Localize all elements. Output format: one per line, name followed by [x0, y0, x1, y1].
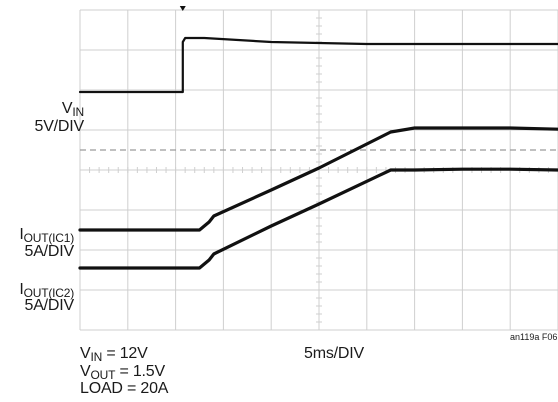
- iout1-scale-label: 5A/DIV: [24, 243, 75, 260]
- iout1-channel-label: IOUT(IC1): [19, 226, 75, 245]
- figure-id-label: an119a F06: [510, 332, 558, 342]
- iout2-subscript: OUT(IC2): [23, 286, 75, 300]
- condition-vout-value: = 1.5V: [115, 363, 165, 380]
- iout1-symbol: I: [19, 226, 24, 243]
- iout2-symbol: I: [19, 281, 24, 298]
- iout2-scale-label: 5A/DIV: [24, 297, 75, 314]
- condition-vin-value: = 12V: [102, 345, 148, 362]
- vin-symbol: V: [61, 100, 73, 117]
- condition-vin: VIN = 12V: [80, 345, 148, 364]
- vin-subscript: IN: [72, 105, 84, 119]
- trigger-marker: [179, 6, 186, 11]
- vin-trace: [78, 36, 558, 94]
- vin-channel-label: VIN: [61, 100, 84, 119]
- iout-ic1-trace: [78, 126, 558, 232]
- trigger-markers: [179, 6, 186, 11]
- plot-grid: [79, 9, 558, 331]
- condition-vin-symbol: V: [80, 345, 91, 362]
- iout2-channel-label: IOUT(IC2): [19, 281, 75, 300]
- condition-vin-subscript: IN: [90, 350, 103, 364]
- condition-vout-subscript: OUT: [90, 368, 116, 382]
- waveform-traces: [78, 36, 558, 270]
- condition-vout: VOUT = 1.5V: [80, 363, 165, 382]
- condition-load: LOAD = 20A: [80, 380, 169, 397]
- iout1-subscript: OUT(IC1): [23, 231, 75, 245]
- vin-scale-label: 5V/DIV: [34, 118, 85, 135]
- timebase-label: 5ms/DIV: [304, 345, 364, 362]
- condition-vout-symbol: V: [80, 363, 91, 380]
- iout-ic2-trace: [78, 167, 558, 270]
